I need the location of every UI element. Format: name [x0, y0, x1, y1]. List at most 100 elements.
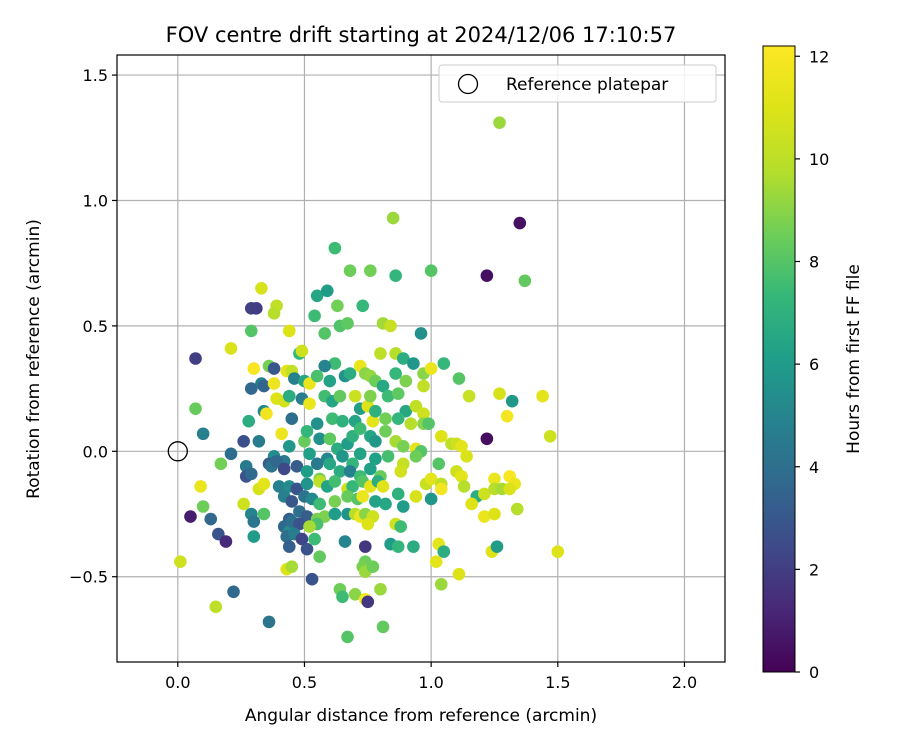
data-point: [323, 374, 337, 388]
data-point: [247, 362, 261, 375]
data-point: [244, 324, 258, 338]
data-point: [384, 319, 397, 333]
data-point: [452, 567, 466, 581]
data-point: [338, 535, 352, 548]
data-point: [257, 507, 271, 521]
data-point: [379, 424, 392, 438]
data-point: [323, 457, 337, 471]
data-point: [343, 465, 357, 478]
data-point: [358, 540, 372, 553]
data-point: [356, 299, 370, 313]
colorbar-tick-label: 0: [809, 663, 819, 682]
data-point: [376, 379, 390, 393]
data-point: [320, 284, 334, 298]
data-point: [331, 299, 344, 313]
data-point: [318, 359, 332, 373]
data-point: [455, 439, 468, 453]
data-point: [247, 515, 261, 528]
data-point: [328, 357, 342, 370]
data-point: [536, 389, 549, 403]
colorbar-tick-label: 2: [809, 560, 819, 579]
data-point: [417, 407, 430, 420]
grid-lines: [117, 55, 725, 662]
data-point: [224, 342, 238, 355]
data-point: [437, 545, 451, 558]
data-point: [364, 389, 377, 403]
data-point: [407, 540, 420, 553]
data-point: [513, 216, 527, 230]
data-point: [303, 447, 316, 461]
data-point: [353, 447, 367, 461]
data-point: [272, 480, 286, 493]
data-point: [313, 550, 326, 563]
data-point: [462, 389, 476, 403]
data-point: [376, 480, 390, 493]
colorbar-tick-label: 6: [809, 355, 819, 374]
data-point: [369, 404, 382, 418]
data-point: [396, 352, 410, 365]
data-point: [336, 590, 349, 604]
legend-label-reference: Reference platepar: [506, 75, 668, 95]
y-tick-label: 0.5: [83, 317, 108, 336]
data-point: [293, 517, 306, 531]
data-point: [252, 434, 266, 448]
colorbar-ticks: 0 2 4 6 8 10 12: [795, 47, 829, 682]
data-point: [300, 477, 314, 491]
data-point: [267, 377, 281, 390]
data-point: [404, 417, 418, 431]
data-point: [465, 497, 478, 511]
data-point: [257, 477, 271, 491]
reference-platepar-marker: [167, 441, 188, 462]
colorbar-tick-label: 8: [809, 253, 819, 272]
data-point: [478, 487, 491, 501]
data-point: [414, 327, 428, 340]
legend-marker-reference: [457, 73, 479, 95]
data-point: [361, 517, 375, 531]
data-point: [224, 447, 238, 461]
data-point: [432, 457, 446, 471]
data-point: [282, 439, 296, 453]
colorbar-tick-label: 12: [809, 47, 829, 66]
data-point: [305, 572, 319, 586]
data-point: [396, 439, 410, 453]
data-point: [303, 520, 316, 533]
data-point: [424, 264, 438, 278]
data-point: [295, 344, 309, 358]
x-axis-ticks: 0.0 0.5 1.0 1.5 2.0: [165, 662, 697, 692]
data-point: [500, 409, 514, 423]
x-tick-label: 2.0: [672, 673, 697, 692]
data-point: [333, 389, 347, 403]
data-point: [369, 495, 382, 508]
data-point: [422, 417, 435, 431]
data-point: [237, 497, 250, 511]
data-point: [300, 542, 314, 556]
data-point: [343, 367, 357, 380]
data-point: [285, 495, 299, 508]
data-point: [488, 507, 501, 521]
data-point: [323, 432, 337, 446]
colorbar-label: Hours from first FF file: [844, 264, 864, 454]
data-point: [196, 500, 210, 513]
colorbar: [762, 45, 796, 673]
data-point: [336, 450, 349, 463]
data-point: [366, 414, 380, 428]
data-point: [285, 560, 299, 573]
data-point: [277, 462, 291, 476]
data-point: [452, 372, 466, 385]
data-point: [460, 450, 473, 463]
data-point: [394, 465, 408, 478]
data-point: [244, 382, 258, 395]
data-point: [247, 530, 261, 543]
data-point: [295, 532, 309, 546]
data-point: [478, 510, 491, 523]
x-axis-label: Angular distance from reference (arcmin): [245, 706, 597, 726]
data-point: [262, 615, 276, 629]
data-point: [369, 452, 382, 466]
data-point: [510, 502, 524, 516]
data-point: [366, 560, 380, 573]
data-point: [285, 412, 299, 425]
data-point: [303, 397, 316, 410]
data-point: [429, 555, 443, 568]
data-point: [396, 500, 410, 513]
